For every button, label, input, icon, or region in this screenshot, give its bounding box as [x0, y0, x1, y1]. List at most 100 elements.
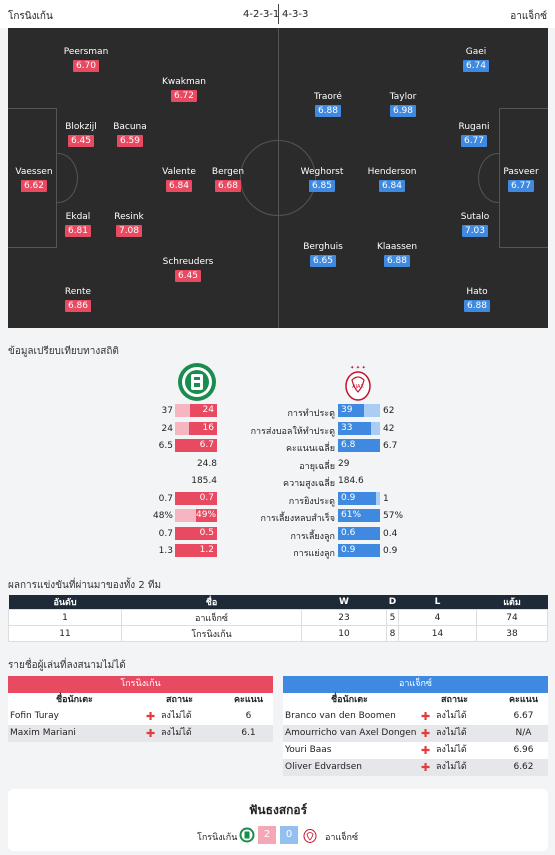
- player-name: Berghuis: [303, 242, 343, 252]
- player-name: Schreuders: [162, 257, 214, 267]
- table-row[interactable]: 11 โกรนิงเก้น 10 8 14 38: [8, 625, 548, 642]
- stat-away-total: 0.4: [383, 528, 398, 539]
- stat-row: 0.7 0.7 0.9 การยิงประตู 1: [0, 491, 555, 507]
- cell-w: 23: [301, 609, 387, 626]
- player-name: Amourricho van Axel Dongen: [285, 728, 417, 738]
- away-player[interactable]: Gaei 6.74: [436, 47, 516, 72]
- stat-home-value: 185.4: [191, 476, 217, 486]
- stat-away-bar: 0.9: [338, 544, 380, 557]
- away-injury-team: อาแจ็กซ์: [283, 676, 548, 693]
- player-rating: 6.86: [64, 300, 92, 312]
- center-circle: [240, 140, 316, 216]
- away-player[interactable]: Traoré 6.88: [288, 92, 368, 117]
- home-player[interactable]: Peersman 6.70: [46, 47, 126, 72]
- stat-home-bar: 6.7: [175, 439, 217, 452]
- away-player[interactable]: Klaassen 6.88: [357, 242, 437, 267]
- away-team-logo[interactable]: ✦ ✦ ✦ AJAX: [338, 362, 378, 402]
- stat-home-total: 48%: [152, 511, 173, 521]
- score-prediction-card: ฟันธงสกอร์ โกรนิงเก้น 2 0 อาแจ็กซ์: [8, 789, 548, 851]
- stat-row: 0.7 0.5 0.6 การเลี้ยงลูก 0.4: [0, 526, 555, 542]
- player-rating: 6.84: [165, 180, 193, 192]
- injury-row[interactable]: Oliver Edvardsen ✚ ลงไม่ได้ 6.62: [283, 759, 548, 776]
- cell-rank: 1: [8, 609, 122, 626]
- home-player[interactable]: Bergen 6.68: [188, 167, 268, 192]
- col-player-name: ชื่อนักเตะ: [56, 695, 93, 705]
- stat-home-value: 24.8: [196, 458, 217, 469]
- away-player[interactable]: Henderson 6.84: [352, 167, 432, 192]
- player-status: ลงไม่ได้: [161, 711, 192, 721]
- home-team-logo[interactable]: [177, 362, 217, 402]
- player-rating: N/A: [515, 728, 532, 738]
- home-player[interactable]: Schreuders 6.45: [148, 257, 228, 282]
- formation-divider: [278, 4, 279, 24]
- player-status: ลงไม่ได้: [436, 711, 467, 721]
- stat-away-total: 42: [383, 423, 395, 434]
- cell-d: 5: [386, 609, 399, 626]
- player-name: Maxim Mariani: [10, 728, 76, 738]
- home-player[interactable]: Valente 6.84: [139, 167, 219, 192]
- player-rating: 6.65: [309, 255, 337, 267]
- player-rating: 6.45: [174, 270, 202, 282]
- stat-home-bar: 0.7: [175, 491, 217, 505]
- player-rating: 6.98: [389, 105, 417, 117]
- player-rating: 6.77: [507, 180, 535, 192]
- player-rating: 6.72: [170, 90, 198, 102]
- cell-team[interactable]: โกรนิงเก้น: [121, 625, 302, 642]
- player-rating: 6.45: [67, 135, 95, 147]
- injury-row[interactable]: Youri Baas ✚ ลงไม่ได้ 6.96: [283, 742, 548, 759]
- stat-row: 1.3 1.2 0.9 การแย่งลูก 0.9: [0, 544, 555, 559]
- home-player[interactable]: Bacuna 6.59: [90, 122, 170, 147]
- away-player[interactable]: Rugani 6.77: [434, 122, 514, 147]
- table-row[interactable]: 1 อาแจ็กซ์ 23 5 4 74: [8, 609, 548, 626]
- player-rating: 6.62: [513, 762, 534, 772]
- col-l: L: [398, 595, 477, 610]
- home-player[interactable]: Rente 6.86: [38, 287, 118, 312]
- prediction-away-team[interactable]: อาแจ็กซ์: [325, 833, 359, 843]
- player-rating: 6.62: [20, 180, 48, 192]
- cell-w: 10: [301, 625, 387, 642]
- injury-row[interactable]: Maxim Mariani ✚ ลงไม่ได้ 6.1: [8, 725, 273, 742]
- away-player[interactable]: Hato 6.88: [437, 287, 517, 312]
- stat-row: 37 24 39 การทำประตู 62: [0, 404, 555, 419]
- stat-away-value: 184.6: [338, 476, 364, 486]
- home-player[interactable]: Kwakman 6.72: [144, 77, 224, 102]
- player-name: Sutalo: [460, 212, 490, 222]
- player-rating: 6.96: [513, 745, 534, 755]
- prediction-home-team[interactable]: โกรนิงเก้น: [197, 833, 238, 843]
- away-player[interactable]: Taylor 6.98: [363, 92, 443, 117]
- stat-home-total: 6.5: [158, 441, 173, 451]
- player-rating: 6.84: [378, 180, 406, 192]
- stat-home-bar: 16: [189, 421, 217, 435]
- injury-row[interactable]: Fofin Turay ✚ ลงไม่ได้ 6: [8, 708, 273, 725]
- stat-row: 24 16 33 การส่งบอลให้ทำประตู 42: [0, 421, 555, 437]
- stat-away-bar: 6.8: [338, 439, 380, 452]
- away-player[interactable]: Weghorst 6.85: [282, 167, 362, 192]
- home-player[interactable]: Ekdal 6.81: [38, 212, 118, 237]
- stat-label: การทำประตู: [287, 409, 335, 419]
- player-rating: 6.70: [72, 60, 100, 72]
- player-name: Rugani: [458, 122, 490, 132]
- stat-home-bar: 49%: [196, 509, 217, 522]
- away-penalty-box: [499, 108, 548, 248]
- injury-row[interactable]: Amourricho van Axel Dongen ✚ ลงไม่ได้ N/…: [283, 725, 548, 742]
- away-player[interactable]: Sutalo 7.03: [435, 212, 515, 237]
- stat-away-total: 1: [383, 493, 389, 504]
- home-player[interactable]: Resink 7.08: [89, 212, 169, 237]
- player-name: Hato: [466, 287, 488, 297]
- player-status: ลงไม่ได้: [436, 762, 467, 772]
- player-name: Youri Baas: [285, 745, 332, 755]
- home-player[interactable]: Vaessen 6.62: [8, 167, 74, 192]
- home-player[interactable]: Blokzijl 6.45: [41, 122, 121, 147]
- stat-label: การส่งบอลให้ทำประตู: [250, 426, 335, 437]
- player-rating: 6.88: [463, 300, 491, 312]
- away-player[interactable]: Pasveer 6.77: [481, 167, 548, 192]
- away-team-name[interactable]: อาแจ็กซ์: [510, 11, 547, 22]
- player-name: Taylor: [389, 92, 417, 102]
- home-team-name[interactable]: โกรนิงเก้น: [8, 11, 53, 22]
- home-penalty-box: [8, 108, 57, 248]
- cell-team[interactable]: อาแจ็กซ์: [121, 609, 302, 626]
- away-player[interactable]: Berghuis 6.65: [283, 242, 363, 267]
- injury-row[interactable]: Branco van den Boomen ✚ ลงไม่ได้ 6.67: [283, 708, 548, 725]
- stat-label: การยิงประตู: [288, 496, 335, 507]
- prediction-title: ฟันธงสกอร์: [248, 803, 308, 817]
